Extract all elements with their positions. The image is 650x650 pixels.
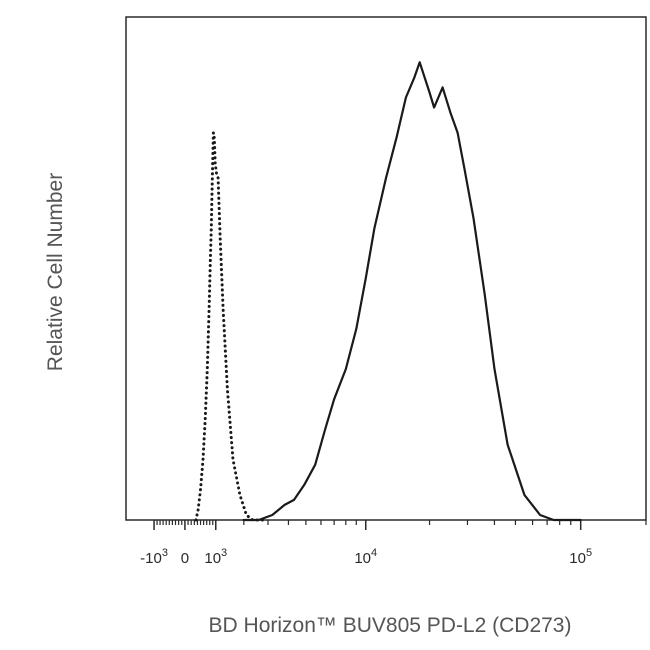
x-axis-label: BD Horizon™ BUV805 PD-L2 (CD273) (209, 614, 572, 637)
x-tick-label: 0 (181, 550, 189, 567)
x-tick-label: 104 (354, 547, 377, 567)
series-layer (194, 61, 582, 522)
x-tick-label: -103 (140, 547, 168, 567)
series-line-solid (242, 61, 582, 522)
plot-frame (125, 16, 647, 521)
y-axis-label: Relative Cell Number (44, 173, 67, 371)
x-tick-label: 105 (569, 547, 592, 567)
x-axis-tick-labels: -103 0 103 104 105 (140, 547, 592, 567)
x-tick-label: 103 (204, 547, 227, 567)
x-axis-ticks (153, 520, 647, 530)
series-line-dotted (194, 131, 265, 522)
